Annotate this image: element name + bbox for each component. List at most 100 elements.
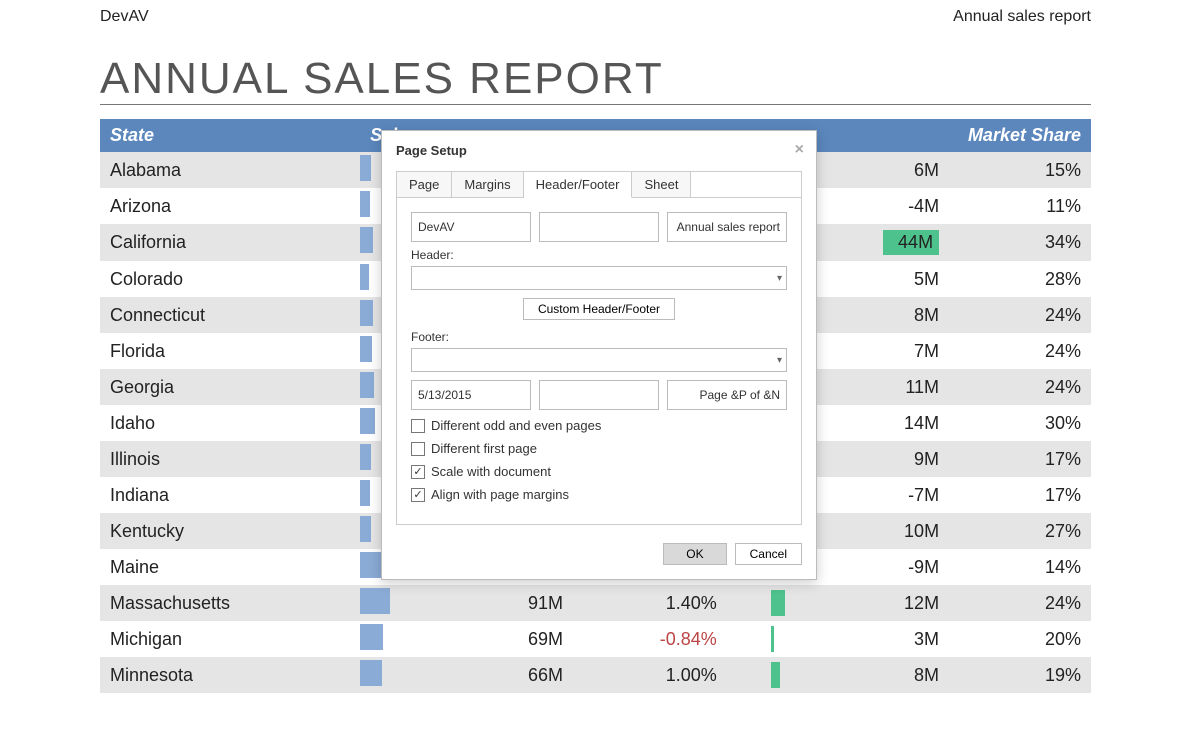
cell-yoy: 1.40% xyxy=(573,585,727,621)
header-left-box[interactable]: DevAV xyxy=(411,212,531,242)
cell-profit: 14M xyxy=(831,405,949,441)
cell-share: 20% xyxy=(949,621,1091,657)
col-share: Market Share xyxy=(831,119,1091,152)
cell-yoy: 1.00% xyxy=(573,657,727,693)
checkbox-row[interactable]: Different odd and even pages xyxy=(411,418,787,433)
tab-strip: PageMarginsHeader/FooterSheet xyxy=(396,171,802,198)
cell-share: 24% xyxy=(949,297,1091,333)
tab-page[interactable]: Page xyxy=(397,172,452,198)
checkbox-label: Different first page xyxy=(431,441,537,456)
header-center-box[interactable] xyxy=(539,212,659,242)
cell-spark xyxy=(727,621,831,657)
chevron-down-icon: ▾ xyxy=(777,355,782,366)
cell-profit: 5M xyxy=(831,261,949,297)
header-label: Header: xyxy=(411,248,787,262)
table-row: Minnesota66M1.00%8M19% xyxy=(100,657,1091,693)
cell-share: 24% xyxy=(949,369,1091,405)
page-setup-dialog: Page Setup × PageMarginsHeader/FooterShe… xyxy=(381,130,817,580)
cell-sales: 91M xyxy=(431,585,573,621)
checkbox-row[interactable]: Different first page xyxy=(411,441,787,456)
cell-state: Massachusetts xyxy=(100,585,360,621)
chevron-down-icon: ▾ xyxy=(777,273,782,284)
checkbox-label: Different odd and even pages xyxy=(431,418,601,433)
cell-profit: -7M xyxy=(831,477,949,513)
custom-header-footer-button[interactable]: Custom Header/Footer xyxy=(523,298,675,320)
cell-state: Indiana xyxy=(100,477,360,513)
doc-header: DevAV Annual sales report xyxy=(0,0,1191,26)
checkbox-icon[interactable] xyxy=(411,419,425,433)
cell-bar xyxy=(360,657,431,693)
cell-share: 24% xyxy=(949,585,1091,621)
cell-share: 11% xyxy=(949,188,1091,224)
cell-share: 17% xyxy=(949,477,1091,513)
tab-sheet[interactable]: Sheet xyxy=(632,172,691,198)
checkbox-icon[interactable]: ✓ xyxy=(411,488,425,502)
cancel-button[interactable]: Cancel xyxy=(735,543,802,565)
cell-profit: 10M xyxy=(831,513,949,549)
tab-filler xyxy=(691,172,801,198)
col-state: State xyxy=(100,119,360,152)
cell-profit: 11M xyxy=(831,369,949,405)
cell-profit: 44M xyxy=(831,224,949,261)
dialog-title: Page Setup xyxy=(396,143,467,158)
checkbox-label: Scale with document xyxy=(431,464,551,479)
footer-left-box[interactable]: 5/13/2015 xyxy=(411,380,531,410)
cell-sales: 66M xyxy=(431,657,573,693)
cell-state: Florida xyxy=(100,333,360,369)
cell-profit: 12M xyxy=(831,585,949,621)
cell-state: Kentucky xyxy=(100,513,360,549)
cell-state: Minnesota xyxy=(100,657,360,693)
close-icon[interactable]: × xyxy=(795,141,804,159)
checkbox-row[interactable]: ✓ Scale with document xyxy=(411,464,787,479)
cell-state: Illinois xyxy=(100,441,360,477)
cell-state: Maine xyxy=(100,549,360,585)
tab-header-footer[interactable]: Header/Footer xyxy=(524,172,633,198)
cell-state: Idaho xyxy=(100,405,360,441)
cell-state: Arizona xyxy=(100,188,360,224)
checkbox-row[interactable]: ✓ Align with page margins xyxy=(411,487,787,502)
footer-dropdown[interactable]: ▾ xyxy=(411,348,787,372)
header-right-box[interactable]: Annual sales report xyxy=(667,212,787,242)
cell-bar xyxy=(360,621,431,657)
header-dropdown[interactable]: ▾ xyxy=(411,266,787,290)
cell-state: Alabama xyxy=(100,152,360,188)
cell-share: 30% xyxy=(949,405,1091,441)
table-row: Michigan 69M-0.84% 3M20% xyxy=(100,621,1091,657)
footer-center-box[interactable] xyxy=(539,380,659,410)
cell-share: 15% xyxy=(949,152,1091,188)
checkbox-icon[interactable]: ✓ xyxy=(411,465,425,479)
cell-spark xyxy=(727,585,831,621)
cell-state: Connecticut xyxy=(100,297,360,333)
cell-share: 17% xyxy=(949,441,1091,477)
cell-share: 14% xyxy=(949,549,1091,585)
header-left: DevAV xyxy=(100,8,149,26)
cell-profit: 3M xyxy=(831,621,949,657)
table-row: Massachusetts 91M1.40% 12M24% xyxy=(100,585,1091,621)
cell-share: 28% xyxy=(949,261,1091,297)
cell-state: California xyxy=(100,224,360,261)
cell-profit: 6M xyxy=(831,152,949,188)
cell-share: 27% xyxy=(949,513,1091,549)
footer-label: Footer: xyxy=(411,330,787,344)
cell-spark xyxy=(727,657,831,693)
checkbox-label: Align with page margins xyxy=(431,487,569,502)
tab-margins[interactable]: Margins xyxy=(452,172,523,198)
cell-profit: 7M xyxy=(831,333,949,369)
cell-state: Michigan xyxy=(100,621,360,657)
checkbox-icon[interactable] xyxy=(411,442,425,456)
ok-button[interactable]: OK xyxy=(663,543,726,565)
tab-body: DevAV Annual sales report Header: ▾ Cust… xyxy=(396,198,802,525)
header-right: Annual sales report xyxy=(953,8,1091,26)
cell-profit: 8M xyxy=(831,657,949,693)
cell-bar xyxy=(360,585,431,621)
cell-profit: 8M xyxy=(831,297,949,333)
cell-profit: -4M xyxy=(831,188,949,224)
cell-sales: 69M xyxy=(431,621,573,657)
report-title: ANNUAL SALES REPORT xyxy=(100,26,1091,104)
cell-share: 34% xyxy=(949,224,1091,261)
cell-state: Georgia xyxy=(100,369,360,405)
cell-yoy: -0.84% xyxy=(573,621,727,657)
footer-right-box[interactable]: Page &P of &N xyxy=(667,380,787,410)
cell-profit: -9M xyxy=(831,549,949,585)
cell-share: 24% xyxy=(949,333,1091,369)
